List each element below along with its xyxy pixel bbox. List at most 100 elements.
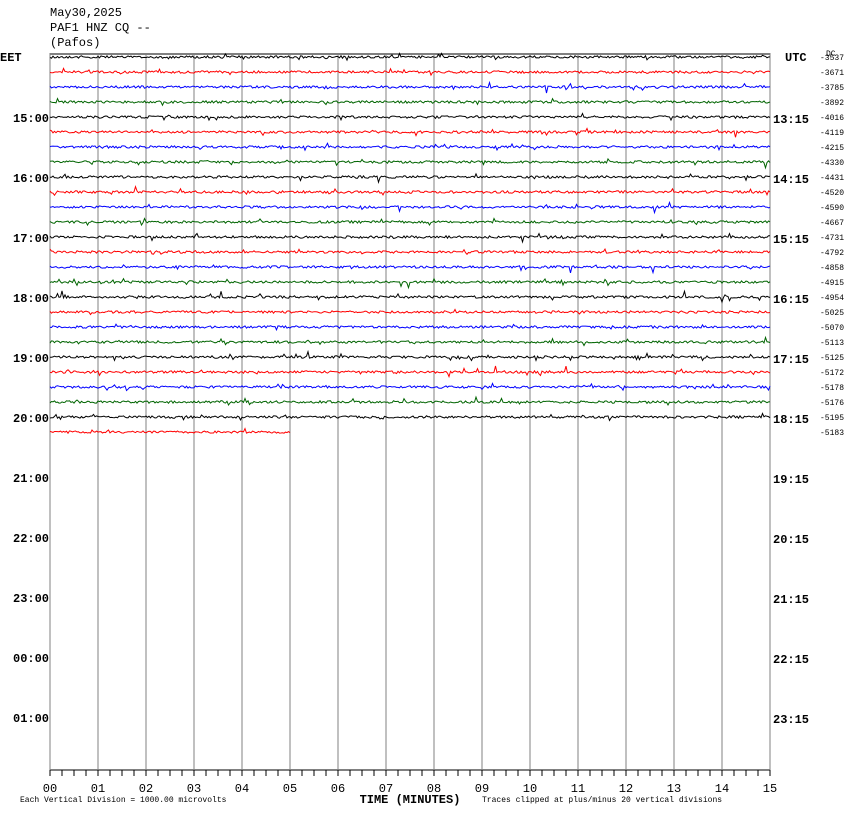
x-tick-label: 03 <box>187 782 201 796</box>
trace-offset: -5125 <box>820 354 844 363</box>
trace <box>49 97 771 107</box>
trace-offset: -3785 <box>820 84 844 93</box>
x-tick-label: 05 <box>283 782 297 796</box>
eet-hour: 18:00 <box>13 292 49 306</box>
x-tick-label: 07 <box>379 782 393 796</box>
trace <box>49 247 771 256</box>
x-tick-label: 11 <box>571 782 585 796</box>
header-line: PAF1 HNZ CQ -- <box>50 21 151 35</box>
trace <box>49 264 771 275</box>
utc-hour: 23:15 <box>773 713 809 727</box>
trace-offset: -4330 <box>820 159 844 168</box>
trace <box>49 184 771 197</box>
eet-hour: 23:00 <box>13 592 49 606</box>
trace-offset: -5195 <box>820 414 844 423</box>
trace-offset: -4215 <box>820 144 844 153</box>
utc-hour: 22:15 <box>773 653 809 667</box>
x-tick-label: 10 <box>523 782 537 796</box>
trace <box>49 142 771 152</box>
utc-hour: 20:15 <box>773 533 809 547</box>
eet-hour: 21:00 <box>13 472 49 486</box>
trace-offset: -4954 <box>820 294 844 303</box>
eet-hour: 22:00 <box>13 532 49 546</box>
trace-offset: -4520 <box>820 189 844 198</box>
right-label: UTC <box>785 51 807 65</box>
trace <box>49 172 771 185</box>
x-tick-label: 00 <box>43 782 57 796</box>
eet-hour: 17:00 <box>13 232 49 246</box>
footnote: Traces clipped at plus/minus 20 vertical… <box>482 796 722 805</box>
header-line: (Pafos) <box>50 36 100 50</box>
x-tick-label: 06 <box>331 782 345 796</box>
trace <box>49 112 771 122</box>
trace-offset: -4858 <box>820 264 844 273</box>
trace <box>49 335 771 347</box>
utc-hour: 13:15 <box>773 113 809 127</box>
x-tick-label: 02 <box>139 782 153 796</box>
footnote: Each Vertical Division = 1000.00 microvo… <box>20 796 227 805</box>
trace-offset: -5183 <box>820 429 844 438</box>
trace-offset: -5113 <box>820 339 844 348</box>
trace <box>49 395 771 407</box>
trace <box>50 349 771 362</box>
trace-offset: -5070 <box>820 324 844 333</box>
x-tick-label: 13 <box>667 782 681 796</box>
trace <box>49 80 771 94</box>
eet-hour: 19:00 <box>13 352 49 366</box>
x-axis-label: TIME (MINUTES) <box>360 793 461 807</box>
utc-hour: 19:15 <box>773 473 809 487</box>
utc-hour: 15:15 <box>773 233 809 247</box>
trace-offset: -3537 <box>820 54 844 63</box>
left-label: EET <box>0 51 22 65</box>
utc-hour: 18:15 <box>773 413 809 427</box>
trace <box>49 427 291 435</box>
utc-hour: 17:15 <box>773 353 809 367</box>
trace <box>49 323 771 332</box>
trace-offset: -4431 <box>820 174 844 183</box>
trace-offset: -4731 <box>820 234 844 243</box>
trace <box>49 67 771 77</box>
eet-hour: 01:00 <box>13 712 49 726</box>
eet-hour: 00:00 <box>13 652 49 666</box>
header-line: May30,2025 <box>50 6 122 20</box>
x-tick-label: 14 <box>715 782 729 796</box>
trace <box>49 52 771 62</box>
trace <box>49 232 770 244</box>
trace-offset: -5176 <box>820 399 844 408</box>
eet-hour: 16:00 <box>13 172 49 186</box>
x-tick-label: 09 <box>475 782 489 796</box>
trace-offset: -3892 <box>820 99 844 108</box>
trace <box>49 200 771 215</box>
trace <box>49 365 771 379</box>
trace <box>49 277 771 290</box>
utc-hour: 16:15 <box>773 293 809 307</box>
trace-offset: -4792 <box>820 249 844 258</box>
trace-offset: -4667 <box>820 219 844 228</box>
trace-offset: -5172 <box>820 369 844 378</box>
trace <box>49 382 771 392</box>
x-tick-label: 12 <box>619 782 633 796</box>
trace-offset: -5025 <box>820 309 844 318</box>
utc-hour: 14:15 <box>773 173 809 187</box>
trace-offset: -4119 <box>820 129 844 138</box>
eet-hour: 20:00 <box>13 412 49 426</box>
x-tick-label: 08 <box>427 782 441 796</box>
x-tick-label: 15 <box>763 782 777 796</box>
utc-hour: 21:15 <box>773 593 809 607</box>
trace <box>49 217 771 227</box>
x-tick-label: 01 <box>91 782 105 796</box>
trace <box>49 412 771 422</box>
trace <box>49 157 771 170</box>
trace <box>49 308 771 316</box>
trace-offset: -4590 <box>820 204 844 213</box>
trace <box>49 289 771 304</box>
eet-hour: 15:00 <box>13 112 49 126</box>
trace-offset: -4915 <box>820 279 844 288</box>
trace <box>49 127 771 138</box>
trace-offset: -3671 <box>820 69 844 78</box>
x-tick-label: 04 <box>235 782 249 796</box>
trace-offset: -5178 <box>820 384 844 393</box>
offset-label: DC <box>826 50 836 59</box>
